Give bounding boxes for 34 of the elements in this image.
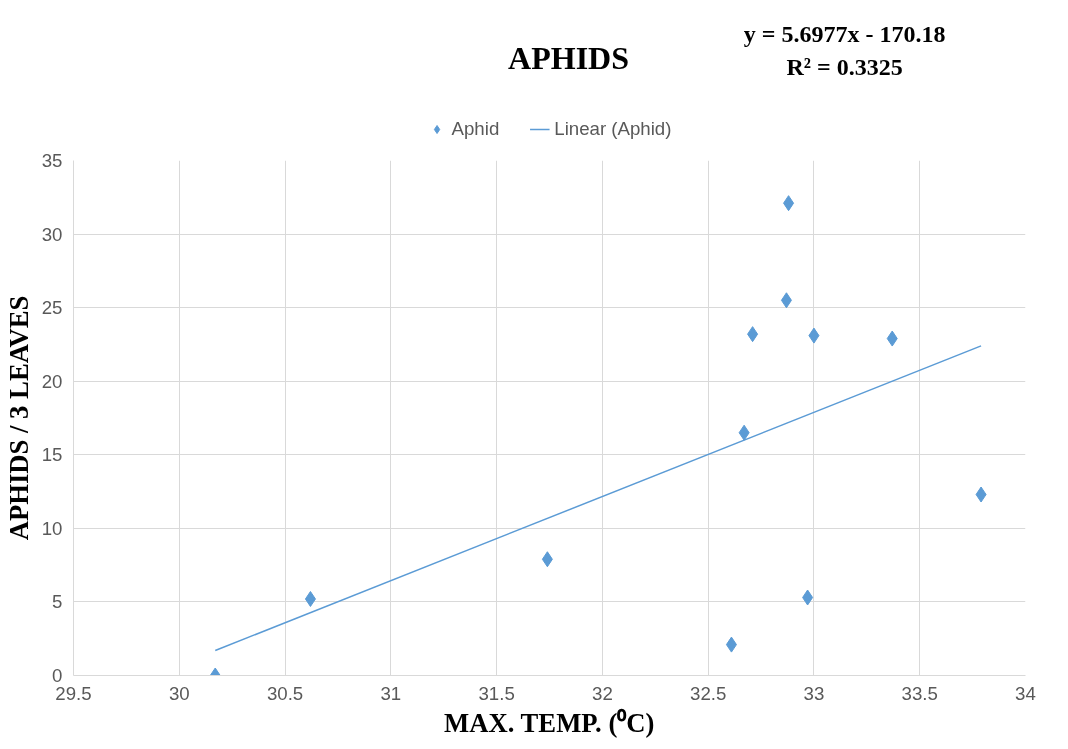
x-tick-label: 32.5 xyxy=(690,682,727,704)
x-tick-label: 33.5 xyxy=(901,682,938,704)
y-tick-label: 5 xyxy=(52,591,63,613)
y-tick-label: 30 xyxy=(41,223,63,245)
point xyxy=(886,330,898,347)
y-axis-title: APHIDS / 3 LEAVES xyxy=(3,295,34,541)
x-tick-label: 34 xyxy=(1015,682,1036,704)
point xyxy=(783,195,795,212)
y-tick-label: 20 xyxy=(41,370,63,392)
point xyxy=(780,292,792,309)
x-tick-label: 33 xyxy=(803,682,825,704)
x-tick-label: 30.5 xyxy=(266,682,304,704)
point xyxy=(725,636,737,653)
text: y = 5.6977x - 170.18 xyxy=(743,20,946,47)
point xyxy=(541,551,553,568)
legend-label: Aphid xyxy=(451,118,500,140)
point xyxy=(975,486,987,503)
y-tick-label: 10 xyxy=(41,517,63,539)
y-tick-label: 35 xyxy=(41,150,63,171)
chart-title: APHIDS xyxy=(508,39,629,76)
x-tick-label: 31 xyxy=(380,682,402,704)
x-tick-label: 30 xyxy=(168,682,190,704)
text: R² = 0.3325 xyxy=(786,53,903,80)
point xyxy=(304,590,316,607)
point xyxy=(738,424,750,441)
point xyxy=(747,326,759,343)
x-axis-title: MAX. TEMP. (⁰C) xyxy=(444,707,655,738)
x-tick-label: 32 xyxy=(592,682,613,704)
x-tick-label: 31.5 xyxy=(478,682,515,704)
y-tick-label: 25 xyxy=(41,297,63,319)
point xyxy=(808,327,820,344)
point xyxy=(802,589,814,606)
legend-label: Linear (Aphid) xyxy=(554,118,672,140)
y-tick-label: 15 xyxy=(41,444,63,466)
